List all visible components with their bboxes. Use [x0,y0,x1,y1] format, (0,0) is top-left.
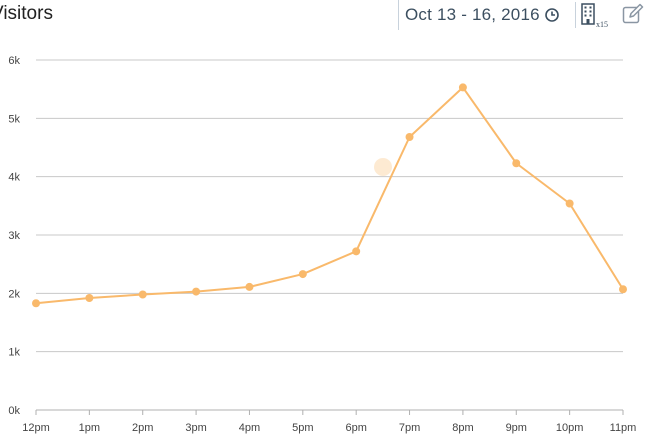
data-point[interactable] [512,159,521,168]
x-tick-label: 5pm [292,422,313,434]
data-point[interactable] [619,285,627,294]
x-tick-label: 9pm [506,422,527,434]
data-point[interactable] [245,282,254,291]
x-tick-label: 2pm [132,422,153,434]
x-tick-label: 3pm [185,422,206,434]
header-divider [575,2,576,28]
y-tick-label: 2k [8,288,20,300]
data-point[interactable] [192,287,201,296]
hover-cursor-indicator [374,158,392,176]
x-tick-label: 10pm [556,422,584,434]
clock-icon [544,8,559,22]
y-tick-label: 0k [8,405,20,417]
x-tick-label: 11pm [610,422,637,434]
x-tick-label: 12pm [22,422,50,434]
y-tick-label: 4k [8,172,20,184]
data-point[interactable] [352,247,361,256]
date-range-label: Oct 13 - 16, 2016 [405,5,540,24]
building-icon [581,3,595,30]
data-point[interactable] [298,270,307,279]
data-point[interactable] [32,299,40,308]
y-tick-label: 6k [8,55,20,67]
data-point[interactable] [565,199,574,208]
widget-title: Visitors [0,3,53,24]
x-tick-label: 7pm [399,422,420,434]
building-filter-button[interactable]: x15 [581,3,608,30]
data-point[interactable] [138,290,147,299]
x-tick-label: 6pm [345,422,366,434]
x-tick-label: 1pm [79,422,100,434]
data-point[interactable] [85,294,94,302]
data-point[interactable] [405,133,414,141]
y-tick-label: 1k [8,347,20,359]
x-tick-label: 4pm [239,422,260,434]
y-tick-label: 3k [8,230,20,242]
series-line [35,86,624,305]
building-count: x15 [596,20,608,29]
x-tick-label: 8pm [452,422,473,434]
edit-button[interactable] [622,3,644,25]
date-range-picker[interactable]: Oct 13 - 16, 2016 [398,0,559,30]
data-point[interactable] [458,83,467,92]
y-tick-label: 5k [8,113,20,125]
edit-icon [622,3,644,24]
